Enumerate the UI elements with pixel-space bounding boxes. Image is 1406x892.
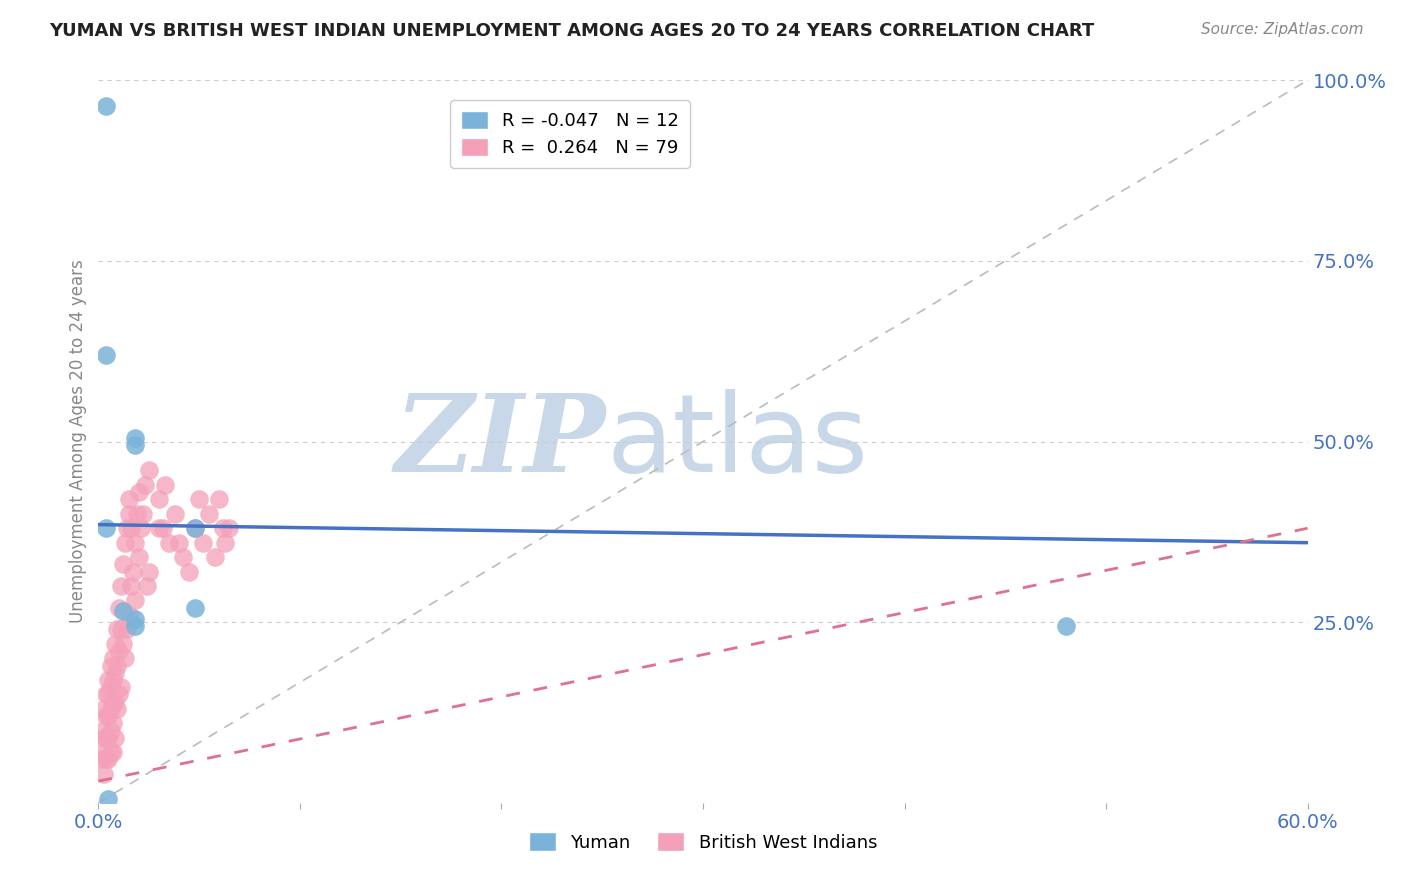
Point xyxy=(103,695,125,709)
Point xyxy=(101,651,124,665)
Point xyxy=(138,565,160,579)
Point xyxy=(120,579,142,593)
Point xyxy=(124,438,146,452)
Point xyxy=(100,658,122,673)
Text: atlas: atlas xyxy=(606,389,869,494)
Point xyxy=(148,492,170,507)
Point xyxy=(100,745,122,759)
Point xyxy=(179,565,201,579)
Point xyxy=(111,558,134,572)
Point xyxy=(214,535,236,549)
Point xyxy=(110,579,132,593)
Point xyxy=(100,723,122,738)
Point xyxy=(163,507,186,521)
Point xyxy=(124,611,146,625)
Point xyxy=(111,604,134,618)
Point xyxy=(193,535,215,549)
Point xyxy=(128,550,150,565)
Point xyxy=(115,521,138,535)
Point xyxy=(184,521,207,535)
Legend: Yuman, British West Indians: Yuman, British West Indians xyxy=(522,825,884,859)
Point xyxy=(115,623,138,637)
Text: Source: ZipAtlas.com: Source: ZipAtlas.com xyxy=(1201,22,1364,37)
Point xyxy=(100,680,122,694)
Point xyxy=(105,658,128,673)
Point xyxy=(135,579,157,593)
Point xyxy=(107,644,129,658)
Point xyxy=(114,651,136,665)
Point xyxy=(96,348,118,362)
Point xyxy=(105,623,128,637)
Point xyxy=(1054,619,1077,633)
Point xyxy=(96,709,118,723)
Point xyxy=(96,521,118,535)
Point xyxy=(129,521,152,535)
Point xyxy=(93,767,115,781)
Point xyxy=(138,463,160,477)
Point xyxy=(172,550,194,565)
Point xyxy=(114,535,136,549)
Point xyxy=(208,492,231,507)
Point xyxy=(107,600,129,615)
Point xyxy=(124,431,146,445)
Point xyxy=(97,709,120,723)
Point xyxy=(184,600,207,615)
Point xyxy=(100,702,122,716)
Point xyxy=(97,792,120,806)
Point xyxy=(96,752,118,766)
Point xyxy=(97,673,120,687)
Text: ZIP: ZIP xyxy=(395,389,606,494)
Point xyxy=(167,535,190,549)
Point xyxy=(148,521,170,535)
Point xyxy=(96,687,118,701)
Text: YUMAN VS BRITISH WEST INDIAN UNEMPLOYMENT AMONG AGES 20 TO 24 YEARS CORRELATION : YUMAN VS BRITISH WEST INDIAN UNEMPLOYMEN… xyxy=(49,22,1094,40)
Point xyxy=(132,507,155,521)
Point xyxy=(124,619,146,633)
Point xyxy=(152,521,174,535)
Point xyxy=(97,687,120,701)
Point xyxy=(188,492,211,507)
Point xyxy=(212,521,235,535)
Point xyxy=(184,521,207,535)
Point xyxy=(157,535,180,549)
Point xyxy=(101,716,124,731)
Point xyxy=(101,695,124,709)
Point xyxy=(118,507,141,521)
Point xyxy=(103,665,125,680)
Point xyxy=(198,507,221,521)
Point xyxy=(101,673,124,687)
Point xyxy=(101,745,124,759)
Point xyxy=(118,607,141,622)
Point xyxy=(111,637,134,651)
Point xyxy=(91,723,114,738)
Point xyxy=(93,745,115,759)
Point xyxy=(124,593,146,607)
Point xyxy=(125,507,148,521)
Point xyxy=(218,521,240,535)
Point xyxy=(121,565,143,579)
Y-axis label: Unemployment Among Ages 20 to 24 years: Unemployment Among Ages 20 to 24 years xyxy=(69,260,87,624)
Point xyxy=(97,731,120,745)
Point xyxy=(103,731,125,745)
Point xyxy=(93,702,115,716)
Point xyxy=(128,485,150,500)
Point xyxy=(91,752,114,766)
Point xyxy=(120,521,142,535)
Point xyxy=(118,492,141,507)
Point xyxy=(107,687,129,701)
Point xyxy=(103,637,125,651)
Point xyxy=(110,680,132,694)
Point xyxy=(204,550,226,565)
Point xyxy=(153,478,176,492)
Point xyxy=(105,702,128,716)
Point xyxy=(96,98,118,112)
Point xyxy=(110,623,132,637)
Point xyxy=(96,731,118,745)
Point xyxy=(97,752,120,766)
Point xyxy=(134,478,156,492)
Point xyxy=(124,535,146,549)
Point xyxy=(93,731,115,745)
